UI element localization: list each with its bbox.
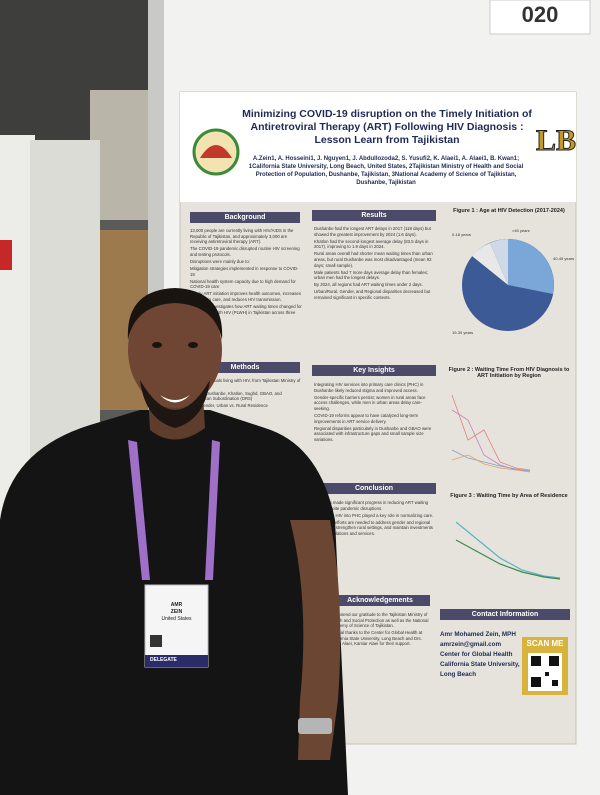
bullet: Male patients had 7 more days average de…	[314, 269, 428, 281]
bullet: Rural areas overall had shorter mean wai…	[314, 251, 433, 268]
section-heading: Key Insights	[312, 365, 436, 376]
bullet: COVID-19 reforms appear to have catalyze…	[314, 412, 419, 424]
bullet: Continued efforts are needed to address …	[314, 519, 433, 536]
bullet: We extend our gratitude to the Tajikista…	[330, 612, 429, 629]
bullet: Mitigation strategies implemented in res…	[190, 266, 299, 277]
badge-country: United States	[161, 616, 192, 622]
lanyard	[205, 440, 220, 580]
section-heading: Contact Information	[440, 609, 570, 620]
pie-slice	[472, 243, 508, 285]
contact-center: Center for Global Health	[440, 651, 513, 658]
lanyard	[128, 440, 150, 580]
badge-qr	[150, 635, 162, 647]
section-heading: Acknowledgements	[330, 595, 430, 606]
section-text: 13,000 people are currently living with …	[190, 228, 302, 322]
bullet: Tajikistan made significant progress in …	[314, 500, 429, 511]
arm	[290, 520, 341, 760]
bullet: Age, Gender, Urban vs. Rural Residence	[190, 403, 268, 409]
bullet: Disruptions were mainly due to:	[190, 258, 250, 264]
pie-slice	[490, 239, 508, 285]
bullet: By 2024, all regions had ART waiting tim…	[314, 282, 423, 288]
bullet: Regional disparities particularly in Dus…	[314, 425, 432, 442]
face	[128, 292, 222, 408]
contact-name: Amr Mohamed Zein, MPH	[440, 631, 516, 638]
pie-label: 40-45 years	[553, 256, 575, 261]
bullet: Urban/Rural, Gender, and Regional dispar…	[314, 289, 431, 301]
bullet: Region: Dushanbe, Khatlon, Sughd, GBAO, …	[190, 390, 282, 402]
contact-email: amrzein@gmail.com	[440, 641, 502, 648]
badge-first-name: AMR	[170, 602, 183, 608]
beard	[140, 380, 210, 428]
poster-title: Minimizing COVID-19 disruption on the Ti…	[242, 108, 532, 146]
qr-pattern	[531, 656, 559, 687]
badge-role: DELEGATE	[150, 657, 177, 663]
badge-band	[145, 655, 208, 667]
figure-caption: Figure 3 : Waiting Time by Area of Resid…	[450, 493, 568, 499]
poster-authors: A.Zein1, A. Hosseini1, J. Nguyen1, J. Ab…	[248, 156, 524, 186]
pie-slice	[508, 239, 554, 294]
section-heading: Methods	[190, 362, 300, 373]
lb-logo: LB	[536, 124, 576, 157]
bullet: The COVID-19 pandemic disrupted routine …	[190, 246, 300, 257]
contact-university: California State University, Long Beach	[440, 661, 520, 678]
hair	[127, 288, 223, 340]
section-heading: Background	[190, 212, 300, 223]
eye	[152, 342, 162, 348]
bullet: Dushanbe had the longest ART delays in 2…	[314, 226, 431, 237]
scan-label: SCAN ME	[526, 639, 564, 648]
watch	[298, 718, 332, 734]
section-text: Dushanbe had the longest ART delays in 2…	[314, 226, 436, 302]
bullet: Khatlon had the second-longest average d…	[314, 238, 429, 250]
figure-caption: Figure 1 : Age at HIV Detection (2017-20…	[453, 208, 565, 214]
eye	[188, 342, 198, 348]
bullet: Integrating HIV services into primary ca…	[314, 382, 424, 393]
bullet: 13,000 people are currently living with …	[190, 228, 294, 245]
section-text: Tajikistan made significant progress in …	[314, 500, 436, 538]
pie-label: 0-18 years	[452, 232, 471, 237]
badge	[144, 584, 209, 668]
pie-label: 19-39 years	[452, 330, 474, 335]
badge-text: AMR ZEIN United States	[145, 602, 208, 623]
side-poster	[0, 240, 12, 270]
pie-label: >45 years	[512, 228, 530, 233]
line-chart	[451, 394, 531, 473]
section-heading: Conclusion	[312, 483, 436, 494]
bullet: Special thanks to the Center for Global …	[330, 630, 423, 647]
bullet: Gender-specific barriers persist; women …	[314, 394, 426, 411]
contact-block: Amr Mohamed Zein, MPH amrzein@gmail.com …	[440, 630, 522, 680]
number-card	[489, 0, 591, 35]
section-text: We extend our gratitude to the Tajikista…	[330, 612, 434, 649]
booth-number: 020	[521, 2, 559, 27]
smile	[160, 395, 190, 403]
bullet: Integrating HIV into PHC played a key ro…	[314, 512, 434, 518]
badge-last-name: ZEIN	[170, 609, 183, 615]
line-chart	[455, 521, 561, 580]
title-band	[180, 92, 576, 202]
bullet: National health system capacity due to h…	[190, 278, 296, 290]
bullet: Timely ART initiation improves health ou…	[190, 291, 301, 303]
figure-caption: Figure 2 : Waiting Time From HIV Diagnos…	[448, 367, 570, 379]
section-text: Integrating HIV services into primary ca…	[314, 382, 436, 444]
section-heading: Results	[312, 210, 436, 221]
emblem-crown	[200, 145, 232, 158]
